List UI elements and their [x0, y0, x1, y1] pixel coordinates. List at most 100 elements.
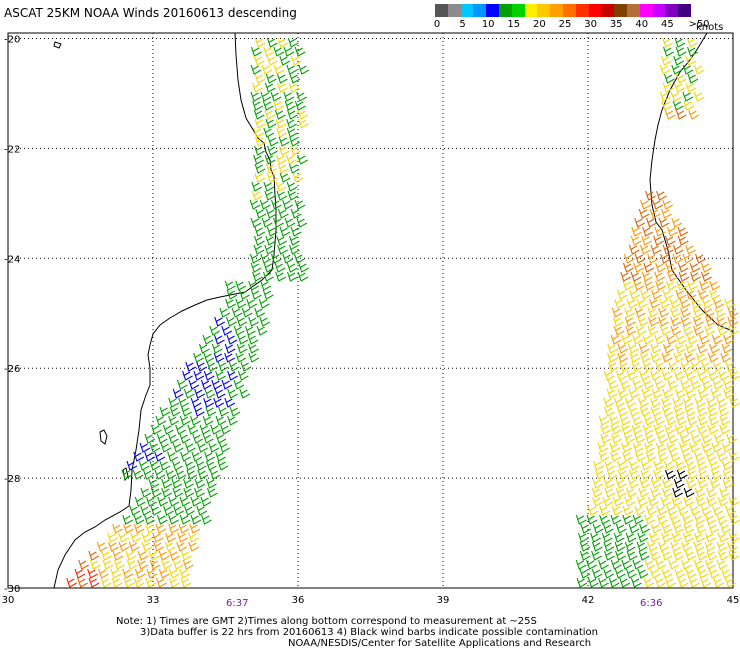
wind-barb — [625, 568, 637, 579]
wind-barb — [133, 523, 145, 534]
wind-barb — [220, 424, 231, 435]
wind-barb — [609, 415, 620, 426]
wind-barb — [720, 523, 732, 534]
wind-barb — [655, 262, 666, 273]
wind-barb — [687, 73, 699, 84]
wind-barb — [667, 433, 679, 444]
wind-barb — [695, 253, 706, 264]
wind-barb — [675, 289, 687, 300]
wind-barb — [277, 208, 289, 219]
wind-barb — [248, 316, 259, 327]
wind-barb — [260, 253, 272, 264]
wind-barb — [654, 271, 666, 282]
wind-barb — [217, 460, 229, 471]
note-line-3: NOAA/NESDIS/Center for Satellite Applica… — [288, 638, 592, 649]
wind-barb — [180, 550, 192, 561]
wind-barb — [214, 316, 225, 327]
wind-barb — [709, 460, 720, 471]
wind-barb — [178, 397, 190, 408]
wind-barb — [287, 37, 299, 48]
wind-barb — [264, 190, 276, 201]
wind-barb — [276, 190, 288, 201]
wind-barb — [168, 397, 180, 408]
wind-barb — [653, 460, 665, 471]
wind-barb — [164, 541, 176, 552]
wind-barb — [680, 361, 692, 372]
lon-label: 33 — [147, 595, 160, 606]
wind-barb — [717, 532, 729, 543]
wind-barb — [623, 433, 635, 444]
wind-barb — [250, 217, 262, 228]
wind-barb — [603, 370, 615, 381]
wind-barb — [254, 226, 266, 237]
wind-barb — [675, 415, 687, 426]
wind-barb — [224, 352, 235, 363]
wind-barb — [622, 514, 634, 525]
wind-barb — [175, 469, 187, 480]
wind-barb — [252, 100, 263, 111]
wind-barb — [722, 478, 734, 489]
wind-barb — [696, 343, 708, 354]
wind-barb — [264, 82, 276, 93]
wind-barb — [665, 334, 677, 345]
wind-barb — [689, 262, 701, 273]
wind-barb — [606, 469, 618, 480]
wind-barb — [716, 316, 728, 327]
legend-swatch — [652, 4, 666, 17]
wind-barb — [706, 496, 718, 507]
wind-barb — [287, 190, 299, 201]
wind-barb — [252, 271, 263, 282]
wind-barb — [253, 127, 265, 138]
wind-barb — [644, 433, 656, 444]
wind-barb — [266, 37, 278, 48]
wind-barb — [209, 325, 221, 336]
wind-barb — [716, 559, 728, 570]
wind-barb — [231, 307, 243, 318]
wind-barb — [276, 82, 288, 93]
wind-barb — [664, 73, 675, 84]
wind-barb — [219, 442, 230, 453]
wind-barb — [647, 496, 659, 507]
wind-barb — [267, 136, 279, 147]
wind-barb — [684, 352, 696, 363]
wind-barb — [704, 532, 716, 543]
wind-barb — [586, 514, 598, 525]
wind-barb — [102, 559, 114, 570]
wind-barb — [716, 514, 728, 525]
pass-time-left: 6:37 — [226, 598, 249, 609]
wind-barb — [693, 307, 704, 318]
wind-barb — [670, 307, 681, 318]
wind-barb — [603, 550, 615, 561]
wind-barb — [604, 487, 616, 498]
wind-barb — [112, 523, 123, 534]
wind-barb — [294, 199, 306, 210]
wind-barb — [694, 451, 705, 462]
wind-barb — [701, 271, 712, 282]
wind-barb — [697, 478, 709, 489]
wind-barb — [88, 577, 100, 588]
wind-barb — [641, 388, 653, 399]
wind-barb — [626, 370, 638, 381]
wind-barb — [279, 172, 291, 183]
wind-barb — [635, 451, 647, 462]
wind-barb — [134, 496, 146, 507]
wind-barb — [694, 514, 705, 525]
wind-barb — [675, 460, 687, 471]
wind-barb — [656, 505, 668, 516]
wind-barb — [625, 397, 636, 408]
wind-barb — [659, 298, 671, 309]
wind-barb — [608, 577, 620, 588]
wind-barb — [226, 289, 238, 300]
wind-barb — [259, 199, 271, 210]
wind-barb — [622, 451, 634, 462]
wind-barb — [654, 577, 666, 588]
wind-barb — [663, 46, 674, 57]
wind-barb — [178, 523, 190, 534]
wind-barb — [728, 532, 740, 543]
wind-barb — [172, 487, 184, 498]
wind-barb — [628, 406, 640, 417]
wind-barb — [286, 154, 297, 165]
wind-barb — [152, 532, 164, 543]
wind-barb — [660, 253, 671, 264]
wind-barb — [192, 433, 204, 444]
